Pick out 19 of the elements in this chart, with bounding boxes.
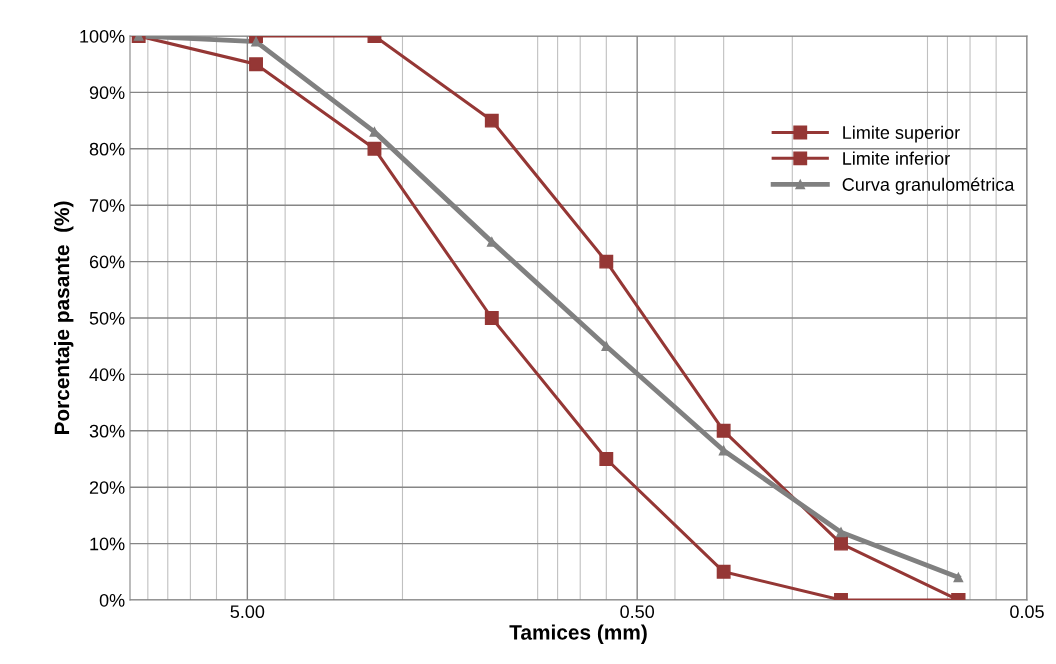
legend-label: Limite superior xyxy=(843,125,960,143)
y-axis-title: Porcentaje pasante (%) xyxy=(53,201,74,435)
y-tick-label: 60% xyxy=(89,255,125,269)
y-tick-label: 100% xyxy=(80,29,125,43)
y-tick-label: 30% xyxy=(89,424,125,438)
legend-label: Curva granulométrica xyxy=(842,177,1015,195)
x-tick-label: 0.05 xyxy=(1010,605,1044,619)
x-axis-title: Tamices (mm) xyxy=(509,624,647,644)
y-tick-label: 20% xyxy=(89,481,125,494)
y-tick-label: 80% xyxy=(89,142,125,156)
y-tick-label: 90% xyxy=(89,86,125,100)
x-tick-label: 0.50 xyxy=(620,605,655,619)
y-tick-label: 40% xyxy=(89,368,125,382)
x-tick-label: 5.00 xyxy=(230,605,265,619)
y-tick-label: 0% xyxy=(99,593,125,607)
y-tick-label: 50% xyxy=(89,311,125,325)
y-tick-label: 10% xyxy=(90,537,125,551)
legend-label: Limite inferior xyxy=(843,151,950,165)
y-tick-label: 70% xyxy=(89,199,125,212)
